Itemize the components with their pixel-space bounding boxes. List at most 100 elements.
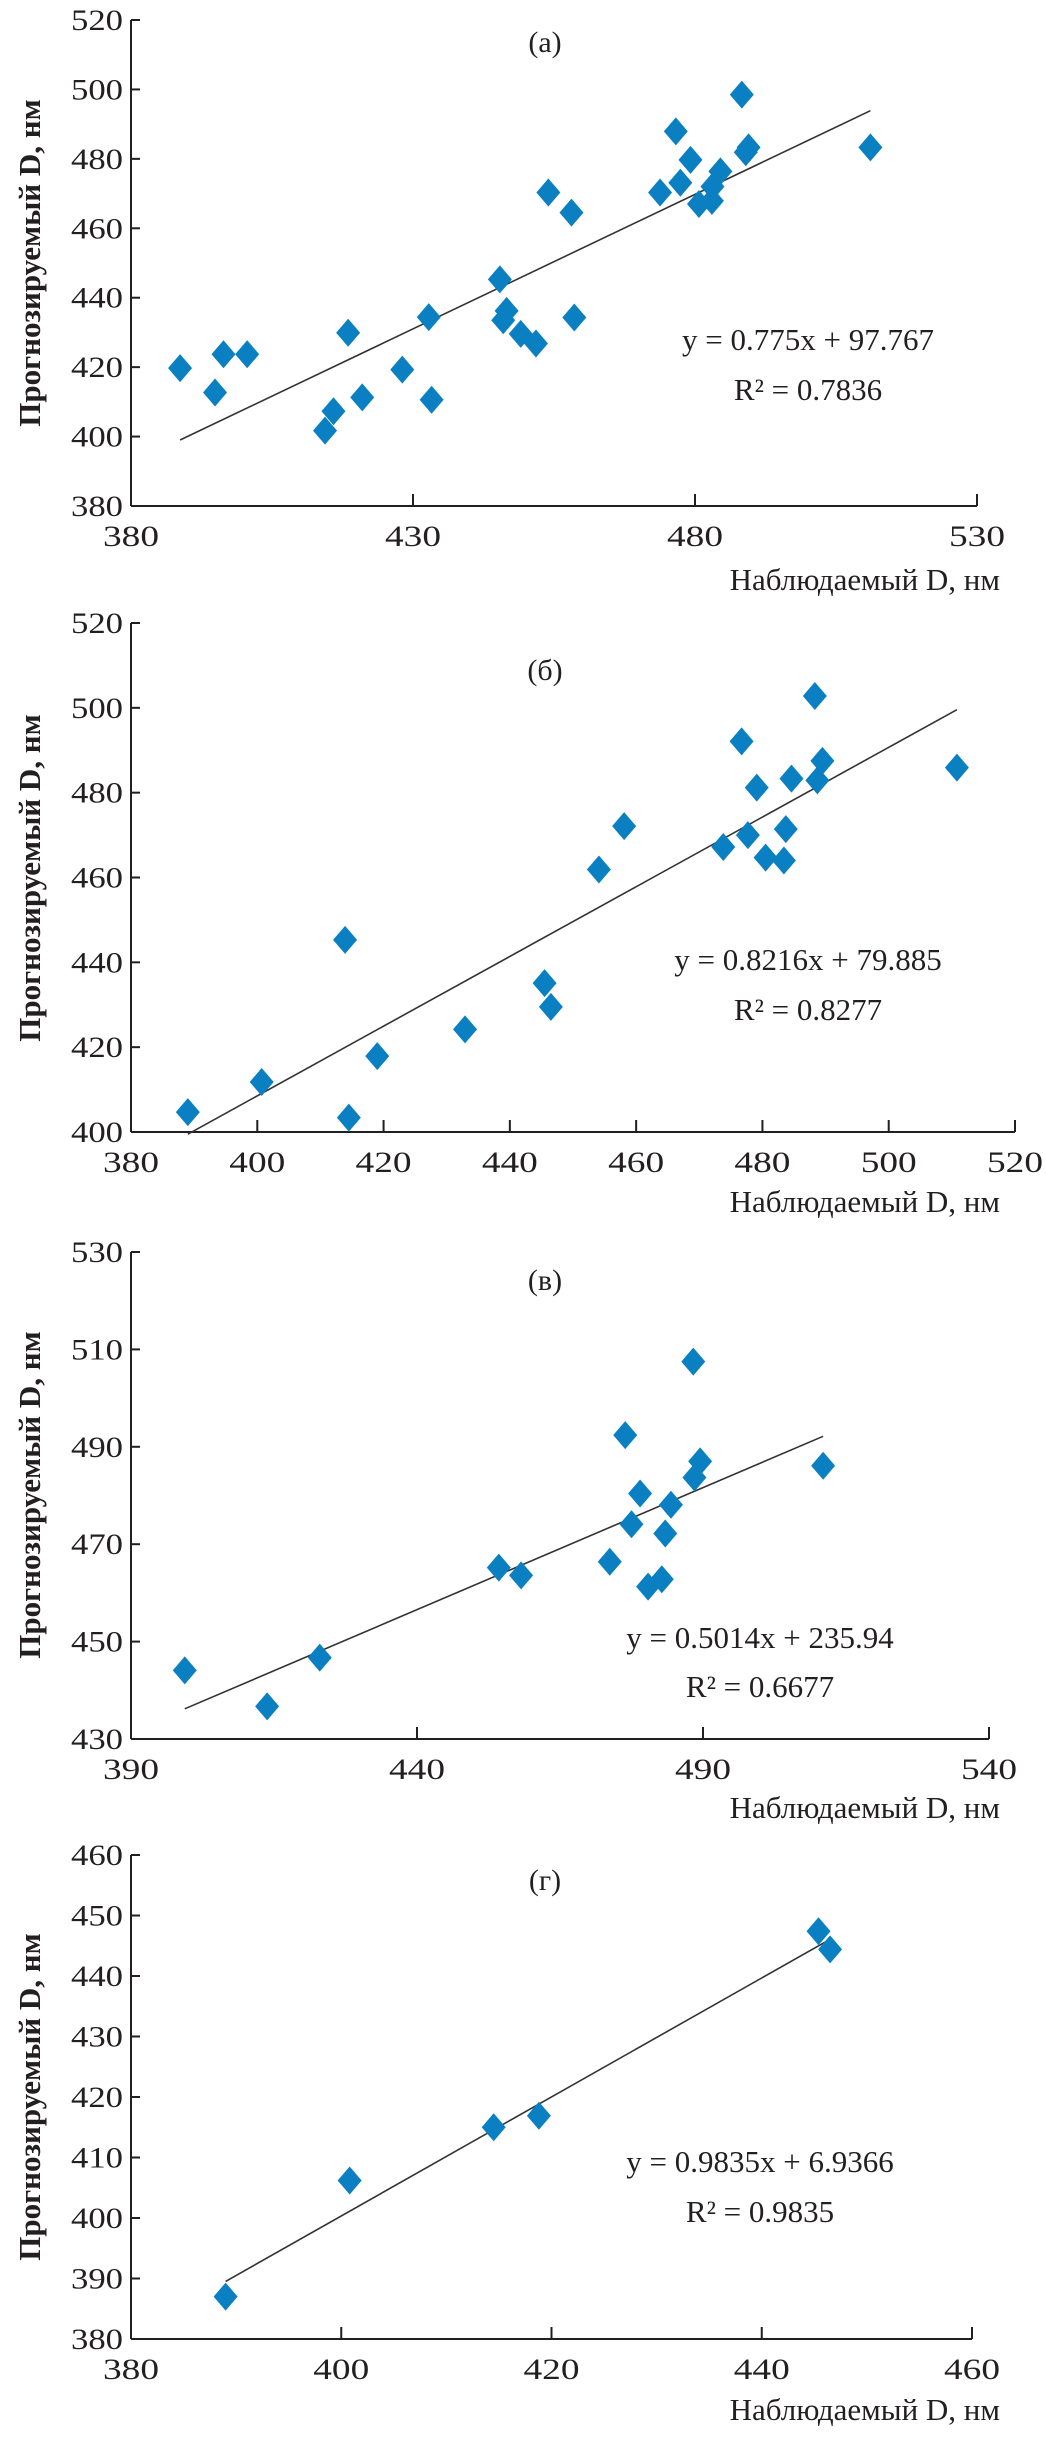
data-point	[416, 303, 441, 332]
data-point	[612, 812, 637, 841]
x-tick-label: 380	[103, 1146, 159, 1179]
data-point	[744, 773, 769, 802]
y-tick-label: 400	[71, 2202, 123, 2235]
r-squared-label: R² = 0.9835	[686, 2194, 834, 2229]
data-point	[203, 378, 228, 407]
y-axis-label: Прогнозируемый D, нм	[12, 1331, 47, 1659]
data-point	[336, 1103, 361, 1132]
data-point	[350, 383, 375, 412]
y-tick-label: 420	[71, 1031, 123, 1064]
x-axis-label: Наблюдаемый D, нм	[730, 2392, 1000, 2427]
data-point	[481, 2113, 506, 2142]
data-point	[619, 1510, 644, 1539]
trendline-equation: y = 0.775x + 97.767	[682, 322, 934, 357]
scatter-panel-3: 430 450 470 490 510 530 390 440 490 540 (в) Наблюда…	[12, 1236, 1017, 1825]
data-point	[649, 1565, 674, 1594]
y-tick-label: 500	[71, 692, 123, 725]
y-tick-label: 420	[71, 351, 123, 384]
data-point	[532, 969, 557, 998]
y-tick-label: 390	[71, 2263, 123, 2296]
data-point	[487, 265, 512, 294]
data-point	[365, 1042, 390, 1071]
y-tick-label: 400	[71, 421, 123, 454]
data-point	[453, 1015, 478, 1044]
data-point	[333, 925, 358, 954]
data-point	[390, 355, 415, 384]
x-tick-label: 430	[385, 520, 441, 553]
data-point	[213, 2282, 238, 2311]
panel-label: (а)	[528, 26, 561, 59]
y-tick-label: 440	[71, 282, 123, 315]
panel-label: (г)	[529, 1864, 561, 1897]
data-point	[773, 815, 798, 844]
x-tick-label: 440	[734, 2353, 790, 2386]
y-tick-label: 500	[71, 73, 123, 106]
data-point	[818, 1935, 843, 1964]
y-tick-label: 470	[71, 1528, 123, 1561]
x-axis-label: Наблюдаемый D, нм	[730, 1790, 1000, 1825]
panel-label: (в)	[528, 1264, 562, 1297]
data-point	[211, 340, 236, 369]
trendline	[179, 109, 871, 441]
trendline	[225, 1938, 831, 2283]
y-axis-label: Прогнозируемый D, нм	[12, 1933, 47, 2261]
x-tick-label: 520	[987, 1146, 1043, 1179]
data-point	[526, 2101, 551, 2130]
data-point	[486, 1553, 511, 1582]
data-point	[711, 832, 736, 861]
y-tick-label: 480	[71, 777, 123, 810]
y-tick-label: 380	[71, 2323, 123, 2356]
x-tick-label: 490	[675, 1753, 731, 1786]
x-tick-label: 530	[949, 520, 1005, 553]
y-tick-label: 380	[71, 490, 123, 523]
x-tick-label: 540	[961, 1753, 1017, 1786]
data-point	[678, 145, 703, 174]
data-point	[172, 1656, 197, 1685]
data-point	[613, 1421, 638, 1450]
y-tick-label: 520	[71, 4, 123, 37]
y-tick-label: 460	[71, 862, 123, 895]
y-tick-label: 530	[71, 1236, 123, 1269]
x-tick-label: 500	[861, 1146, 917, 1179]
y-tick-label: 420	[71, 2081, 123, 2114]
data-point	[736, 133, 761, 162]
y-tick-label: 400	[71, 1116, 123, 1149]
data-point	[663, 117, 688, 146]
x-axis-label: Наблюдаемый D, нм	[730, 562, 1000, 597]
data-point	[523, 329, 548, 358]
x-tick-label: 390	[103, 1753, 159, 1786]
x-tick-label: 460	[608, 1146, 664, 1179]
y-axis-label: Прогнозируемый D, нм	[12, 99, 47, 427]
data-point	[779, 764, 804, 793]
data-point	[648, 178, 673, 207]
x-tick-label: 480	[734, 1146, 790, 1179]
data-point	[653, 1519, 678, 1548]
x-tick-label: 440	[389, 1753, 445, 1786]
data-point	[175, 1098, 200, 1127]
trendline-equation: y = 0.5014x + 235.94	[626, 1620, 894, 1655]
x-axis-label: Наблюдаемый D, нм	[730, 1184, 1000, 1219]
data-point	[307, 1643, 332, 1672]
x-tick-label: 460	[944, 2353, 1000, 2386]
r-squared-label: R² = 0.6677	[686, 1669, 834, 1704]
data-point	[810, 746, 835, 775]
data-point	[559, 198, 584, 227]
data-point	[802, 681, 827, 710]
trendline-equation: y = 0.8216x + 79.885	[674, 942, 941, 977]
y-tick-label: 450	[71, 1626, 123, 1659]
data-point	[735, 821, 760, 850]
data-point	[753, 843, 778, 872]
data-point	[235, 340, 260, 369]
y-axis-label: Прогнозируемый D, нм	[12, 714, 47, 1042]
panel-label: (б)	[527, 654, 562, 687]
y-tick-label: 460	[71, 212, 123, 245]
data-point	[628, 1479, 653, 1508]
y-tick-label: 440	[71, 946, 123, 979]
x-tick-label: 380	[103, 2353, 159, 2386]
data-point	[255, 1692, 280, 1721]
data-point	[494, 296, 519, 325]
x-tick-label: 380	[103, 520, 159, 553]
data-point	[658, 1490, 683, 1519]
